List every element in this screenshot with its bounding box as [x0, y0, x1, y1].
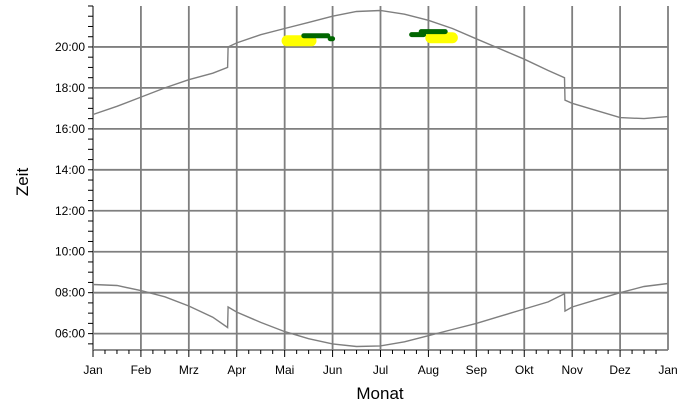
x-tick-label: Jul [373, 363, 388, 377]
y-tick-label: 10:00 [55, 245, 85, 259]
x-tick-label: Okt [515, 363, 534, 377]
x-tick-label: Apr [227, 363, 246, 377]
sunset-curve [92, 9, 669, 120]
x-tick-label: Jun [323, 363, 342, 377]
y-tick-label: 18:00 [55, 81, 85, 95]
y-tick-label: 06:00 [55, 327, 85, 341]
x-tick-label: Nov [561, 363, 582, 377]
x-tick-label: Jan [658, 363, 677, 377]
x-tick-label: Aug [418, 363, 439, 377]
tick-labels: Jan Feb Mrz Apr Mai Jun Jul Aug Sep Okt Nov Dez Jan 0… [55, 40, 678, 377]
y-axis-label: Zeit [13, 168, 32, 197]
grid [92, 6, 669, 350]
x-tick-label: Mrz [179, 363, 199, 377]
x-tick-label: Mai [275, 363, 294, 377]
y-tick-label: 16:00 [55, 122, 85, 136]
y-tick-label: 08:00 [55, 286, 85, 300]
x-tick-label: Jan [83, 363, 102, 377]
curves [92, 9, 669, 348]
markers [281, 29, 458, 47]
y-tick-label: 20:00 [55, 40, 85, 54]
x-tick-label: Feb [131, 363, 152, 377]
x-axis-label: Monat [356, 384, 404, 403]
y-tick-label: 14:00 [55, 163, 85, 177]
x-tick-label: Dez [609, 363, 630, 377]
y-tick-label: 12:00 [55, 204, 85, 218]
x-tick-label: Sep [466, 363, 488, 377]
axes [88, 5, 668, 357]
sunrise-curve [92, 282, 669, 348]
